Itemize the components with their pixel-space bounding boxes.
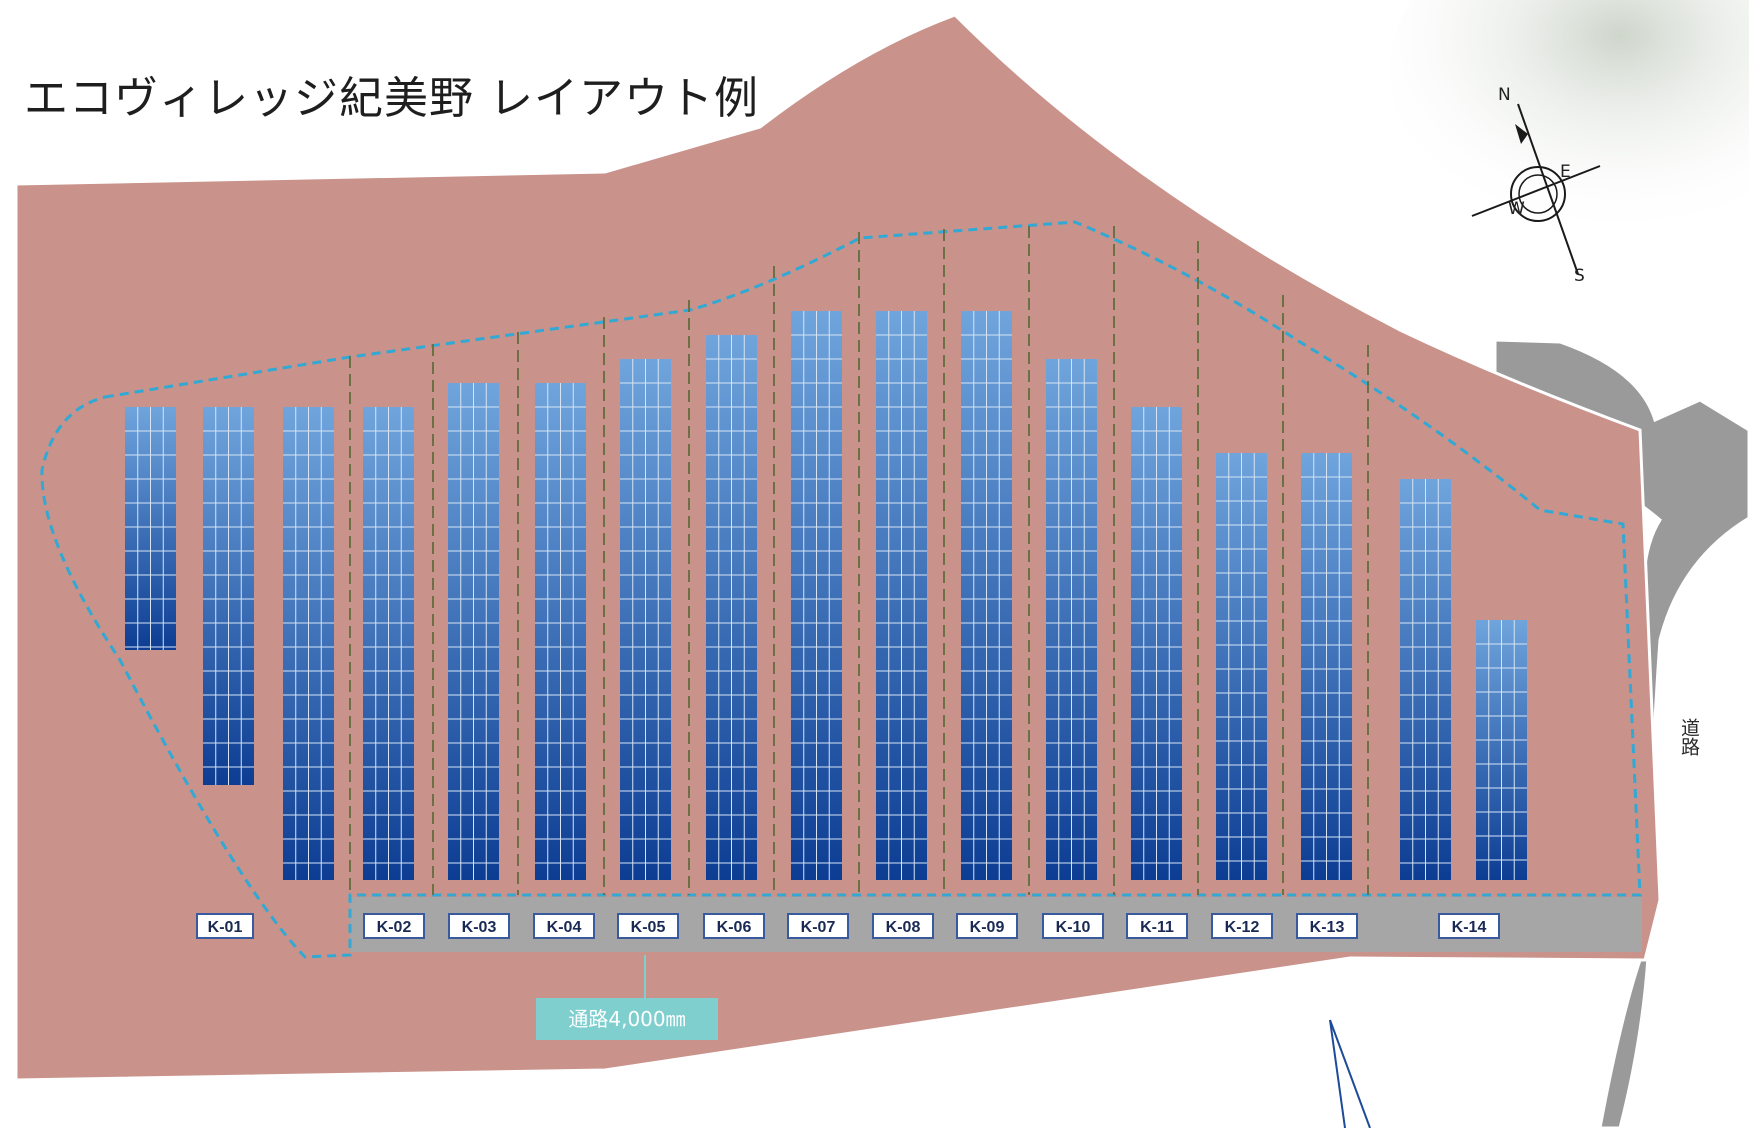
solar-panel-array — [535, 383, 586, 880]
annotation-pointer-2 — [1329, 1019, 1371, 1128]
lot-label-k-13: K-13 — [1296, 913, 1358, 939]
road-label: 道路 — [1678, 718, 1700, 756]
lot-label-k-07: K-07 — [787, 913, 849, 939]
lot-label-k-01: K-01 — [196, 913, 254, 939]
lot-label-k-12: K-12 — [1211, 913, 1273, 939]
compass: N E S W — [1471, 85, 1601, 286]
solar-panel-array — [1301, 453, 1352, 880]
lot-label-k-02: K-02 — [363, 913, 425, 939]
lot-label-k-08: K-08 — [872, 913, 934, 939]
solar-panel-array — [1216, 453, 1267, 880]
lot-dividers — [349, 226, 1369, 895]
solar-panel-array — [961, 311, 1012, 880]
lot-label-k-04: K-04 — [533, 913, 595, 939]
compass-ns-axis — [1517, 103, 1579, 275]
solar-panel-array — [448, 383, 499, 880]
solar-panel-array — [876, 311, 927, 880]
solar-arrays — [125, 311, 1527, 880]
solar-panel-array — [1131, 407, 1182, 880]
compass-inner-ring — [1518, 174, 1558, 214]
lot-label-k-03: K-03 — [448, 913, 510, 939]
solar-panel-array — [620, 359, 671, 880]
lot-label-k-05: K-05 — [617, 913, 679, 939]
lot-label-k-14: K-14 — [1438, 913, 1500, 939]
foliage-background — [1390, 0, 1749, 240]
solar-panel-array — [125, 407, 176, 650]
solar-panel-array — [1046, 359, 1097, 880]
compass-east-label: E — [1560, 162, 1571, 182]
lot-label-k-06: K-06 — [703, 913, 765, 939]
compass-south-label: S — [1574, 266, 1585, 286]
compass-ew-axis — [1471, 165, 1601, 217]
compass-ring — [1510, 166, 1566, 222]
solar-panel-array — [283, 407, 334, 880]
solar-panel-array — [1476, 620, 1527, 880]
solar-panel-array — [706, 335, 757, 880]
solar-panel-array — [363, 407, 414, 880]
north-arrow-icon — [1515, 124, 1528, 144]
annotation-pointer — [1329, 1019, 1346, 1128]
aisle-width-label: 通路4,000㎜ — [536, 998, 718, 1040]
solar-panel-array — [203, 407, 254, 785]
lot-label-k-11: K-11 — [1126, 913, 1188, 939]
lot-label-k-09: K-09 — [956, 913, 1018, 939]
compass-north-label: N — [1498, 85, 1511, 105]
compass-west-label: W — [1508, 199, 1525, 219]
solar-panel-array — [1400, 479, 1451, 880]
page-title: エコヴィレッジ紀美野 レイアウト例 — [24, 73, 759, 124]
lot-label-k-10: K-10 — [1042, 913, 1104, 939]
solar-panel-array — [791, 311, 842, 880]
